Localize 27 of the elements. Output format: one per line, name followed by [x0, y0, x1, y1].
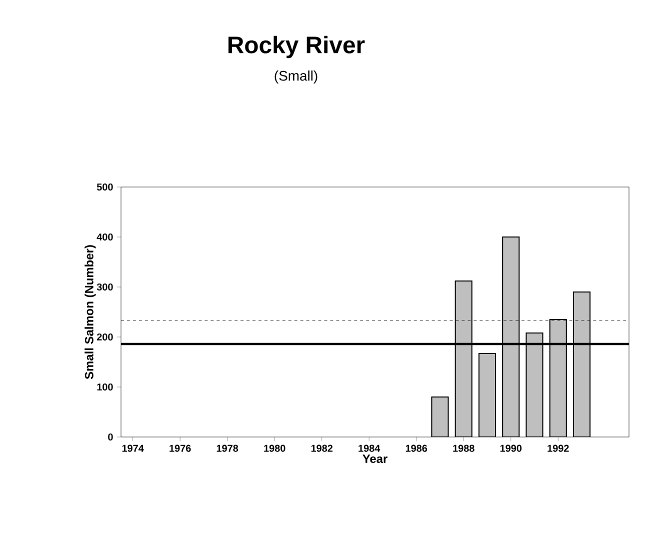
y-tick-label: 300 [96, 283, 113, 291]
x-tick-label: 1982 [311, 444, 333, 452]
bar [478, 353, 496, 437]
x-tick-label: 1986 [406, 444, 428, 452]
x-tick-label: 1980 [264, 444, 286, 452]
chart-title: Rocky River [228, 36, 365, 58]
y-tick-label: 200 [96, 333, 113, 341]
x-tick-label: 1976 [170, 444, 191, 452]
bar [572, 292, 591, 437]
x-tick-label: 1978 [216, 444, 238, 452]
y-tick-label: 0 [108, 433, 113, 441]
y-axis-title: Small Salmon (Number) [84, 245, 96, 380]
x-tick-label: 1992 [548, 444, 569, 452]
y-tick-label: 500 [96, 183, 113, 191]
bar [454, 280, 472, 437]
bar [526, 332, 544, 437]
chart-subtitle: (Small) [274, 70, 318, 84]
bar [549, 319, 567, 437]
bar [431, 396, 449, 437]
y-tick-label: 100 [97, 383, 113, 391]
x-axis-title: Year [362, 454, 388, 463]
x-tick-label: 1990 [500, 444, 522, 452]
x-tick-label: 1984 [358, 444, 380, 452]
x-tick-label: 1988 [453, 444, 474, 452]
bar [502, 236, 520, 437]
x-tick-label: 1974 [122, 444, 144, 452]
y-tick-label: 400 [96, 233, 113, 241]
